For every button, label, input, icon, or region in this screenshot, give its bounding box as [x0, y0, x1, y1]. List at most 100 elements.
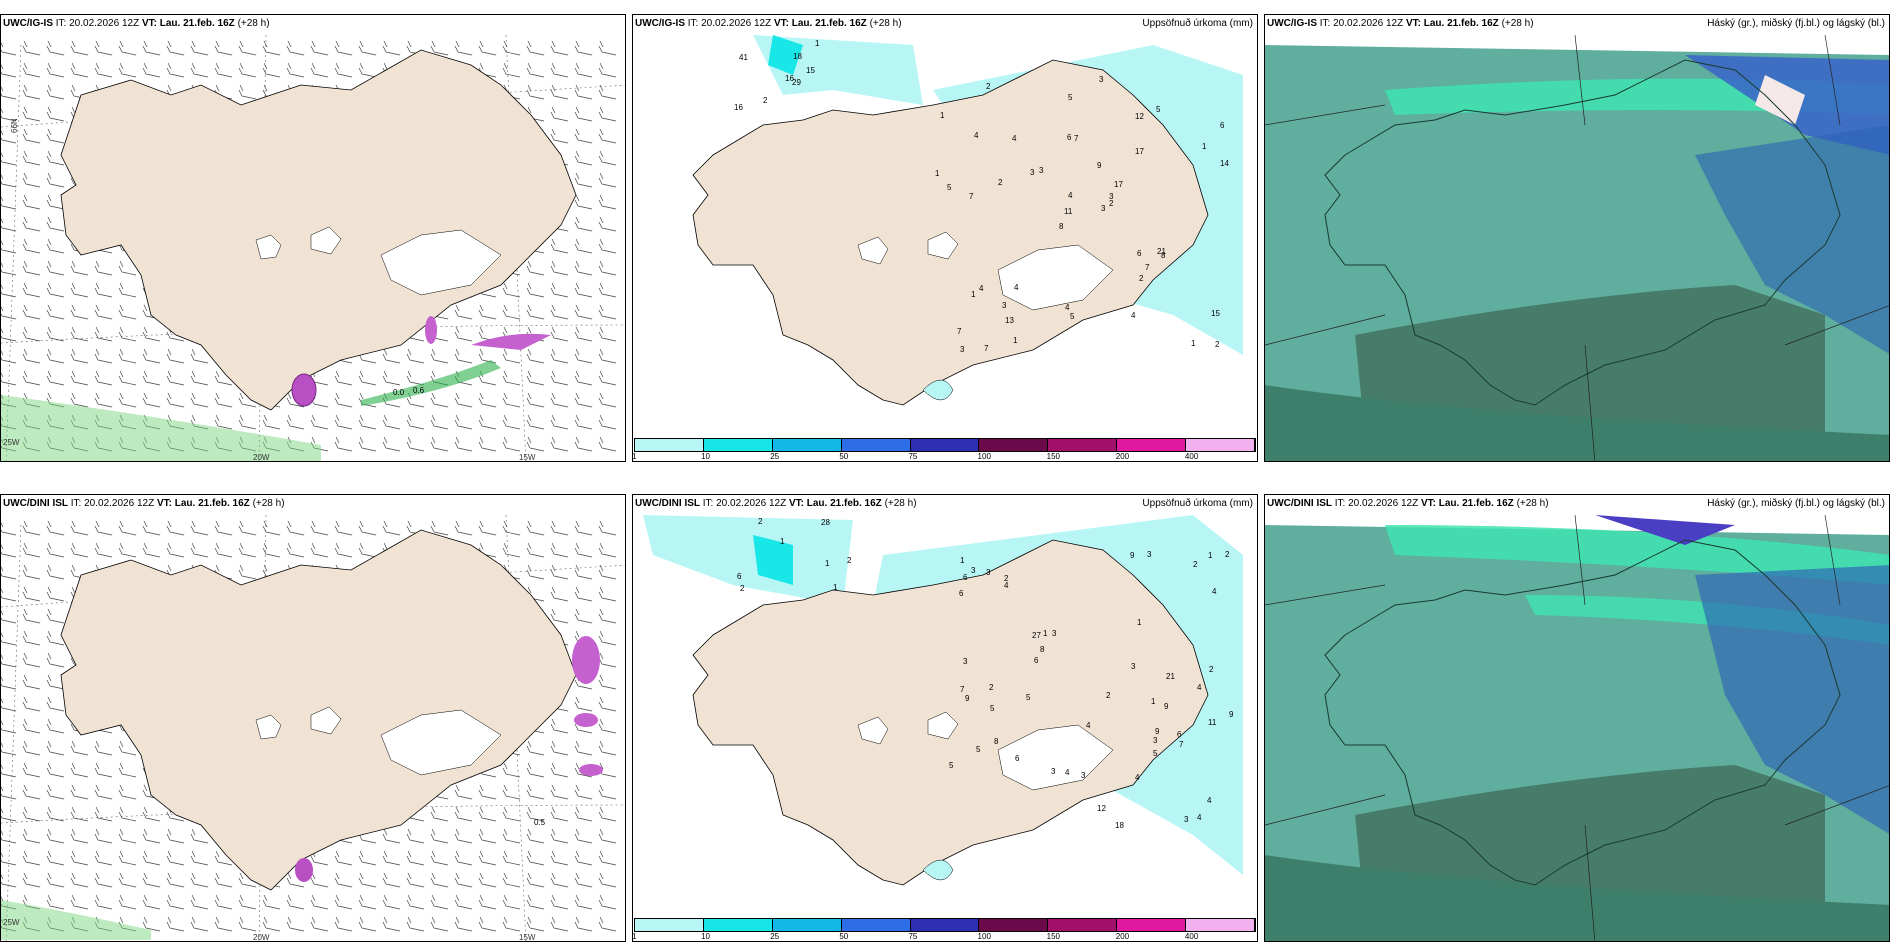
wind-barb: [574, 304, 593, 320]
wind-barb: [334, 916, 353, 932]
wind-barb: [550, 586, 569, 602]
precip-value: 5: [947, 183, 952, 192]
wind-barb: [334, 850, 353, 866]
colorbar-tick: 75: [908, 452, 918, 461]
wind-barb: [358, 850, 377, 866]
wind-barb: [214, 542, 233, 558]
wind-barb: [22, 40, 41, 56]
wind-barb: [574, 784, 593, 800]
colorbar-swatch: [841, 439, 911, 451]
wind-barb: [358, 62, 377, 78]
wind-barb: [358, 520, 377, 536]
wind-barb: [190, 542, 209, 558]
wind-barb: [1, 764, 17, 778]
precip-value: 18: [1115, 821, 1124, 830]
precip-value: 4: [1131, 311, 1136, 320]
wind-barb: [598, 106, 617, 122]
wind-barb: [46, 172, 65, 188]
precip-value: 5: [949, 761, 954, 770]
wind-barb: [382, 348, 401, 364]
precip-value: 4: [1014, 283, 1019, 292]
wind-barb: [1, 284, 17, 298]
colorbar-tick: 75: [908, 932, 918, 941]
wind-barb: [526, 414, 545, 430]
wind-barb: [550, 282, 569, 298]
precip-value: 2: [986, 82, 991, 91]
wind-barb: [190, 40, 209, 56]
wind-barb: [574, 850, 593, 866]
wind-barb: [286, 392, 305, 408]
wind-barb: [574, 260, 593, 276]
wind-barb: [142, 806, 161, 822]
wind-barb: [94, 828, 113, 844]
precip-value: 2: [998, 178, 1003, 187]
wind-barb: [262, 62, 281, 78]
wind-barb: [454, 436, 473, 452]
wind-barb: [286, 894, 305, 910]
wind-barb: [262, 894, 281, 910]
wind-barb: [526, 542, 545, 558]
wind-barb: [1, 588, 17, 602]
wind-barb: [526, 740, 545, 756]
wind-barb: [22, 84, 41, 100]
wind-barb: [598, 260, 617, 276]
precip-map: 1 222116282718676432423822611929942112485…: [643, 515, 1243, 886]
wind-barb: [550, 740, 569, 756]
wind-barb: [214, 894, 233, 910]
wind-barb: [502, 40, 521, 56]
colorbar-swatch: [910, 439, 980, 451]
wind-barb: [118, 542, 137, 558]
precip-value: 3: [971, 566, 976, 575]
wind-barb: [214, 850, 233, 866]
wind-barb: [238, 392, 257, 408]
wind-barb: [502, 282, 521, 298]
wind-barb: [94, 326, 113, 342]
wind-barb: [190, 348, 209, 364]
wind-barb: [190, 894, 209, 910]
wind-barb: [46, 630, 65, 646]
wind-barb: [502, 542, 521, 558]
wind-barb: [214, 62, 233, 78]
wind-barb: [382, 520, 401, 536]
wind-barb: [526, 762, 545, 778]
wind-barb: [1, 218, 17, 232]
wind-barb: [598, 348, 617, 364]
wind-barb: [142, 850, 161, 866]
wind-barb: [574, 282, 593, 298]
iceland-land: [692, 59, 1209, 406]
wind-barb: [598, 150, 617, 166]
wind-barb: [406, 414, 425, 430]
wind-barb: [598, 370, 617, 386]
panel-dini-clouds: UWC/DINI ISL IT: 20.02.2026 12Z VT: Lau.…: [1264, 494, 1890, 942]
wind-barb: [118, 740, 137, 756]
precip-value: 17: [1135, 147, 1144, 156]
wind-barb: [526, 304, 545, 320]
wind-barb: [454, 392, 473, 408]
wind-barb: [142, 392, 161, 408]
precip-value: 7: [984, 344, 989, 353]
wind-barb: [598, 62, 617, 78]
wind-barb: [94, 370, 113, 386]
precip-value: 4: [1068, 191, 1073, 200]
wind-barb: [574, 194, 593, 210]
wind-barb: [454, 520, 473, 536]
wind-barb: [334, 62, 353, 78]
wind-barb: [478, 850, 497, 866]
wind-barb: [406, 872, 425, 888]
wind-barb: [46, 696, 65, 712]
wind-barb: [94, 806, 113, 822]
wind-barb: [574, 392, 593, 408]
wind-barb: [118, 894, 137, 910]
wind-barb: [310, 542, 329, 558]
precip-value: 8: [1059, 222, 1064, 231]
wind-barb: [526, 40, 545, 56]
wind-barb: [478, 348, 497, 364]
wind-barb: [22, 718, 41, 734]
precip-value: 27: [1032, 631, 1041, 640]
precip-value: 6: [959, 589, 964, 598]
wind-barb: [598, 608, 617, 624]
wind-barb: [94, 850, 113, 866]
precip-value: 1: [1043, 629, 1048, 638]
wind-barb: [238, 894, 257, 910]
wind-barb: [334, 414, 353, 430]
